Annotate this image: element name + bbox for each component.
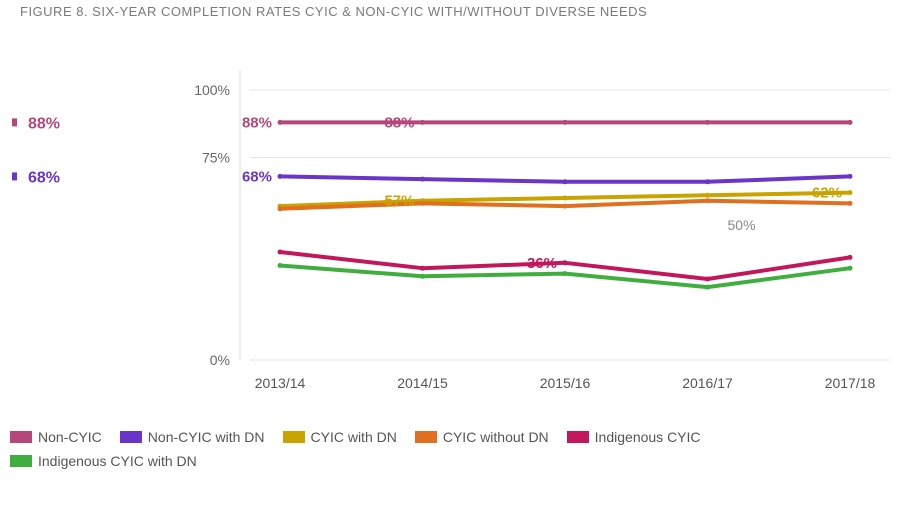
legend-entry: Indigenous CYIC <box>566 429 701 445</box>
data-point <box>562 179 568 185</box>
data-point <box>847 254 853 260</box>
y-tick-label: 75% <box>202 150 230 166</box>
x-tick-label: 2017/18 <box>825 375 876 391</box>
legend-swatch <box>566 431 589 443</box>
data-point <box>277 206 283 212</box>
x-tick-label: 2013/14 <box>255 375 306 391</box>
x-axis: 2013/14 2014/15 2015/16 2016/17 2017/18 <box>255 375 876 391</box>
data-point <box>420 200 425 206</box>
data-point <box>420 176 425 182</box>
label-marker <box>12 118 17 127</box>
data-point <box>420 265 425 271</box>
legend-label: CYIC with DN <box>310 429 397 445</box>
data-point <box>705 192 710 198</box>
data-point <box>277 263 283 268</box>
line-chart: 100%75%0% 2013/14 2014/15 2015/16 2016/17 20… <box>12 70 890 391</box>
data-point <box>277 249 283 255</box>
legend-entry: CYIC without DN <box>414 429 549 445</box>
data-point <box>705 179 710 185</box>
legend-entry: Non-CYIC <box>10 429 102 445</box>
data-label: 57% <box>384 193 414 210</box>
legend-entry: Non-CYIC with DN <box>119 429 265 445</box>
x-tick-label: 2016/17 <box>682 375 733 391</box>
legend-label: Non-CYIC with DN <box>147 429 265 445</box>
legend-swatch <box>10 431 32 443</box>
x-tick-label: 2015/16 <box>540 375 591 391</box>
data-point <box>705 119 710 125</box>
legend-label: Non-CYIC <box>38 429 102 445</box>
data-label: 36% <box>527 255 557 272</box>
data-point <box>420 273 425 279</box>
y-tick-label: 100% <box>194 82 230 98</box>
legend-entry: Indigenous CYIC with DN <box>10 453 197 469</box>
data-labels: 88% 88% 68% 57% 62% 36% 88% 68% 50% <box>12 114 842 272</box>
legend-swatch <box>282 431 305 443</box>
side-value-label: 88% <box>28 115 60 132</box>
legend-label: CYIC without DN <box>442 429 549 445</box>
data-point <box>847 119 853 125</box>
data-point <box>277 119 283 125</box>
data-point <box>420 119 425 125</box>
legend: Non-CYIC Non-CYIC with DN CYIC with DN CYIC… <box>10 425 890 473</box>
data-point <box>562 195 568 201</box>
legend-entry: CYIC with DN <box>282 429 397 445</box>
data-point <box>847 190 853 196</box>
legend-label: Indigenous CYIC <box>594 429 701 445</box>
grid-lines <box>239 70 890 361</box>
annotation-label: 50% <box>728 217 756 233</box>
label-marker <box>12 172 17 181</box>
y-axis: 100% 75% 0% <box>194 82 230 368</box>
y-tick-label: 0% <box>210 352 230 368</box>
data-label: 88% <box>384 114 414 131</box>
data-point <box>562 119 568 125</box>
data-point <box>562 203 568 209</box>
data-label: 68% <box>242 168 272 185</box>
data-point <box>562 260 568 266</box>
data-point <box>705 198 710 204</box>
data-point <box>277 173 283 179</box>
data-label: 62% <box>812 185 842 202</box>
legend-swatch <box>119 431 142 443</box>
legend-swatch <box>414 431 437 443</box>
series-group <box>277 119 853 290</box>
side-value-label: 68% <box>28 169 60 186</box>
data-point <box>847 173 853 179</box>
data-point <box>847 265 853 271</box>
legend-swatch <box>10 455 32 467</box>
data-point <box>705 284 710 290</box>
data-label: 88% <box>242 114 272 131</box>
data-point <box>562 271 568 277</box>
data-point <box>705 276 710 282</box>
x-tick-label: 2014/15 <box>397 375 448 391</box>
legend-label: Indigenous CYIC with DN <box>38 453 197 469</box>
chart-title: FIGURE 8. SIX-YEAR COMPLETION RATES CYIC… <box>20 4 648 19</box>
data-point <box>847 200 853 206</box>
chart-area: 100% 75% 0% 2013/14 2014/15 2015/16 2016/17 20… <box>0 20 898 529</box>
